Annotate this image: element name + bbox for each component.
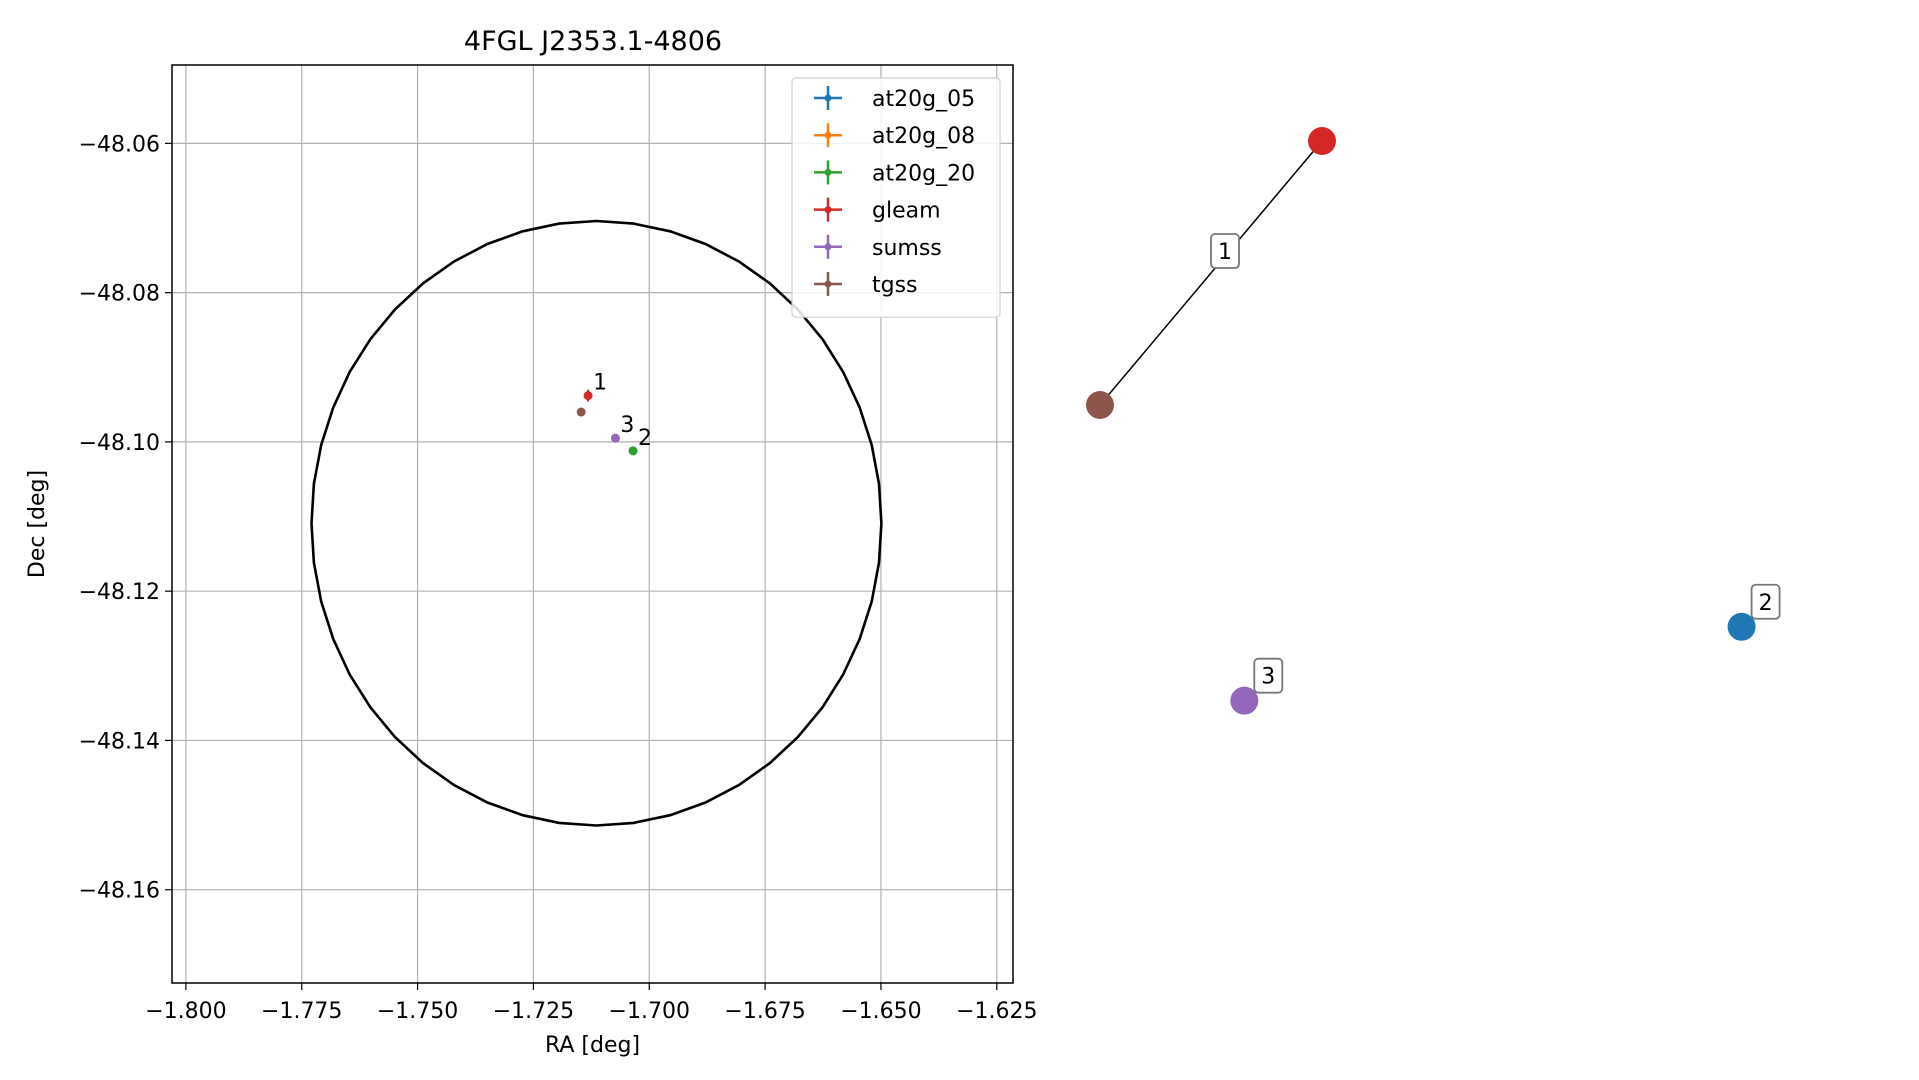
x-axis-label: RA [deg] (545, 1033, 640, 1058)
at20g_20-point (628, 446, 638, 456)
grid-lines (172, 65, 1013, 983)
match-network-plot: 1 23 (1086, 127, 1781, 715)
x-tick-label: −1.700 (609, 999, 690, 1024)
node-label: 2 (1750, 583, 1781, 620)
legend-marker-dot (824, 168, 832, 176)
x-tick-label: −1.725 (493, 999, 574, 1024)
point-annotation: 1 (593, 371, 607, 396)
legend-marker-dot (824, 280, 832, 288)
x-tick-label: −1.650 (840, 999, 921, 1024)
y-tick-label: −48.08 (79, 282, 160, 307)
y-tick-label: −48.16 (79, 879, 160, 904)
data-points (576, 389, 638, 456)
y-axis-label: Dec [deg] (25, 470, 50, 578)
network-nodes (1086, 127, 1756, 715)
legend-label: at20g_20 (872, 161, 975, 186)
tgss-point (576, 407, 586, 417)
sumss-point (610, 433, 620, 443)
edge-label-box (1210, 233, 1240, 269)
legend-label: at20g_05 (872, 87, 975, 112)
edge-label: 1 (1210, 233, 1240, 269)
legend-label: tgss (872, 273, 918, 298)
x-tick-label: −1.675 (724, 999, 805, 1024)
at20g_05-node (1727, 612, 1756, 641)
x-axis-ticks: −1.800 −1.775 −1.750 −1.725 −1.700 −1.675 −1.6… (145, 983, 1037, 1024)
edge-label-text: 1 (1218, 240, 1232, 265)
error-ellipse-outline (310, 219, 883, 827)
point-annotations: 1 23 (593, 371, 652, 451)
sumss-node (1230, 686, 1259, 715)
x-tick-label: −1.775 (261, 999, 342, 1024)
chart-title: 4FGL J2353.1-4806 (464, 26, 722, 57)
legend-label: sumss (872, 236, 942, 261)
y-axis-ticks: −48.06 −48.08 −48.10 −48.12 −48.14 −48.16 (79, 132, 172, 904)
error-ellipse (310, 219, 883, 827)
legend-marker-dot (824, 131, 832, 139)
y-tick-label: −48.06 (79, 132, 160, 157)
gleam-node (1308, 127, 1336, 155)
point-annotation: 3 (620, 413, 634, 438)
x-tick-label: −1.625 (956, 999, 1037, 1024)
x-tick-label: −1.750 (377, 999, 458, 1024)
y-tick-label: −48.10 (79, 431, 160, 456)
legend-box (791, 77, 1001, 318)
y-tick-label: −48.12 (79, 580, 160, 605)
sky-position-plot: 4FGL J2353.1-4806 1 23 −1.800 −1.775 −1.750… (25, 26, 1037, 1058)
network-edges: 1 (1099, 140, 1323, 406)
node-label-text: 2 (1759, 591, 1773, 616)
legend-label: at20g_08 (872, 124, 975, 149)
node-label: 3 (1253, 657, 1284, 694)
node-label-text: 3 (1261, 665, 1275, 690)
legend-marker-dot (824, 243, 832, 251)
tgss-node (1086, 391, 1114, 419)
node-label-box (1750, 583, 1781, 620)
legend-marker-dot (824, 206, 832, 214)
legend-label: gleam (872, 199, 941, 224)
plot-frame (171, 64, 1014, 984)
network-labels: 23 (1253, 583, 1781, 694)
x-tick-label: −1.800 (145, 999, 226, 1024)
legend-marker-dot (824, 94, 832, 102)
network-edge (1099, 140, 1323, 406)
point-annotation: 2 (638, 426, 652, 451)
node-label-box (1253, 657, 1284, 694)
gleam-point (583, 391, 593, 401)
y-tick-label: −48.14 (79, 729, 160, 754)
